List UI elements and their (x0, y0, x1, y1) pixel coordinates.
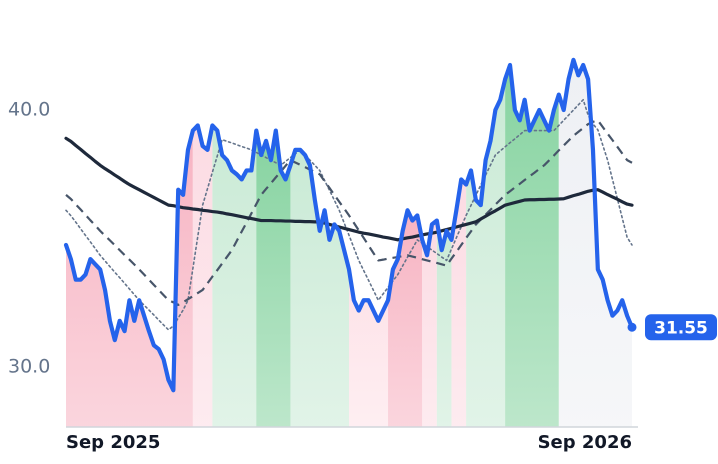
moving-average-line (64, 136, 634, 242)
regime-area (388, 210, 423, 427)
regime-area (192, 125, 213, 427)
moving-average-line (65, 119, 633, 306)
last-point (627, 322, 637, 332)
regime-area (349, 269, 389, 427)
regime-area (436, 220, 452, 427)
last-value-label: 31.55 (654, 318, 708, 338)
price-line (63, 57, 635, 393)
regime-area (505, 65, 559, 427)
x-tick-label: Sep 2026 (538, 432, 632, 453)
moving-average-line (65, 98, 633, 331)
y-tick-label: 30.0 (8, 356, 50, 378)
regime-area (212, 125, 257, 427)
last-value-badge (645, 314, 717, 341)
y-tick-label: 40.0 (8, 99, 50, 121)
regime-area (422, 220, 437, 427)
regime-area (66, 130, 193, 427)
regime-area (256, 130, 291, 427)
regime-area (466, 79, 506, 428)
regime-area (290, 149, 349, 427)
x-tick-label: Sep 2025 (66, 432, 160, 453)
